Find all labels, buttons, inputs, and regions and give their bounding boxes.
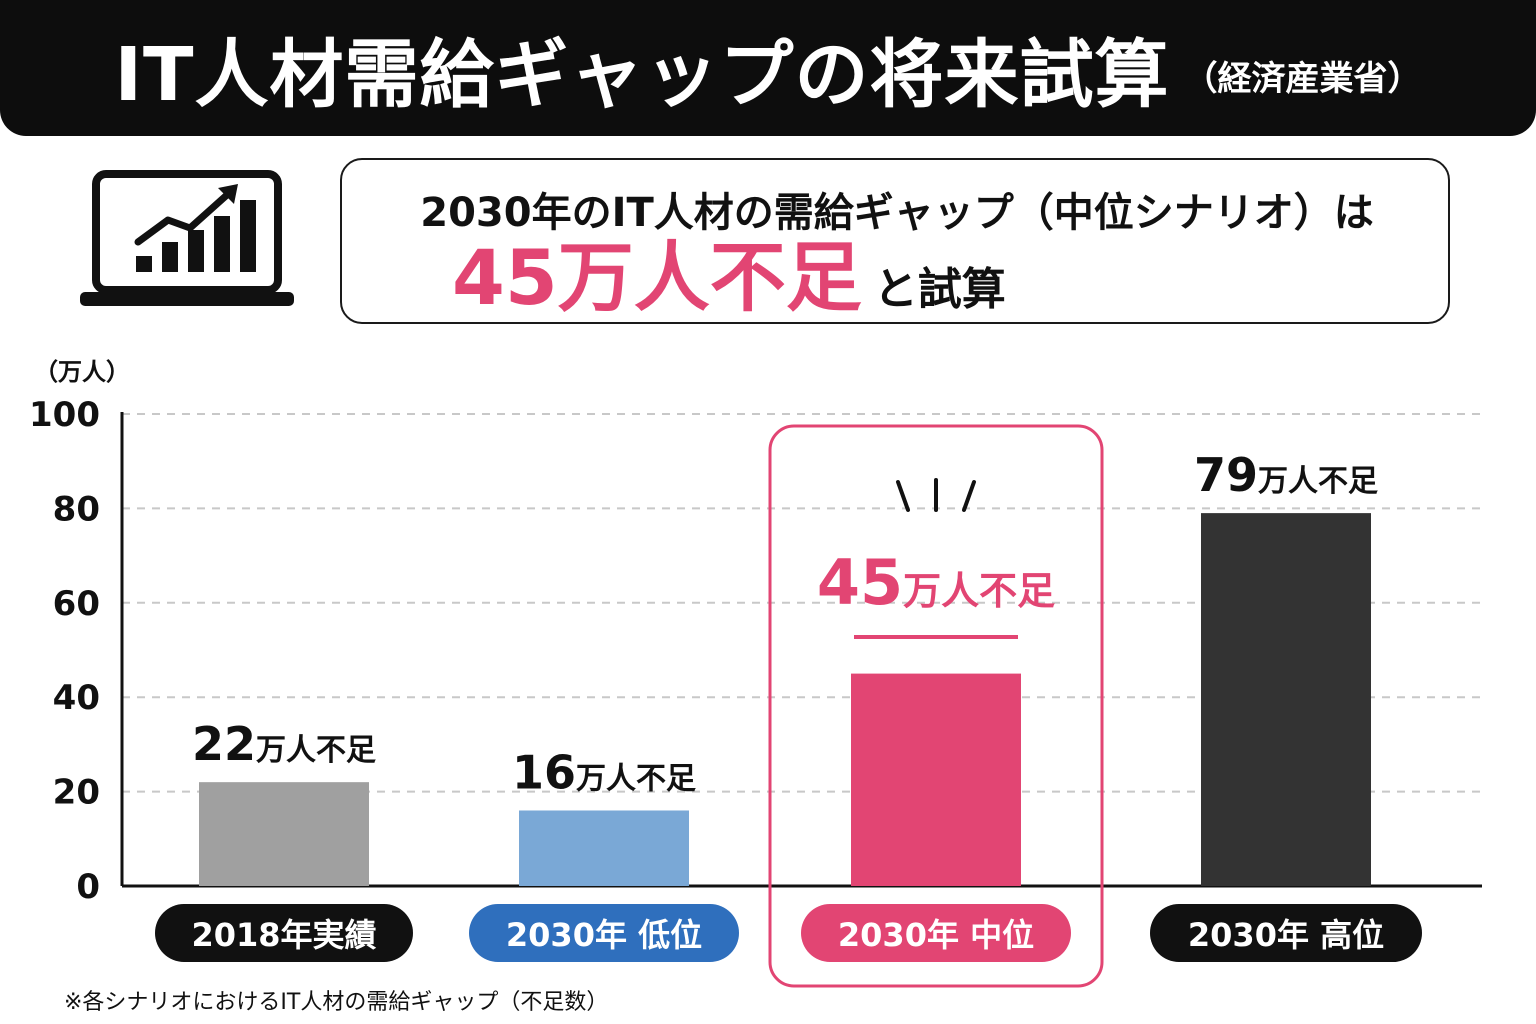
value-label: 45万人不足 xyxy=(817,546,1055,619)
laptop-chart-icon xyxy=(80,170,294,306)
highlight-frame xyxy=(768,424,1104,988)
y-tick-label: 60 xyxy=(53,584,100,624)
category-label: 2030年 低位 xyxy=(469,904,739,962)
y-tick-label: 20 xyxy=(53,773,100,813)
title-bar: IT人材需給ギャップの将来試算 （経済産業省） xyxy=(0,0,1536,136)
category-label: 2030年 中位 xyxy=(801,904,1071,962)
bar-2018年実績 xyxy=(199,782,369,886)
category-label: 2030年 高位 xyxy=(1150,904,1422,962)
page-title: IT人材需給ギャップの将来試算 xyxy=(114,31,1170,118)
y-tick-label: 0 xyxy=(76,867,100,907)
value-label: 79万人不足 xyxy=(1194,448,1378,502)
y-tick-label: 100 xyxy=(29,395,100,435)
summary-callout: 2030年のIT人材の需給ギャップ（中位シナリオ）は 45万人不足 と試算 xyxy=(340,158,1450,324)
value-label: 22万人不足 xyxy=(192,717,376,771)
bar-2030年 低位 xyxy=(519,810,689,886)
emphasis-mark xyxy=(962,480,976,512)
footnote: ※各シナリオにおけるIT人材の需給ギャップ（不足数） xyxy=(64,990,609,1015)
source-label: （経済産業省） xyxy=(1183,58,1422,99)
callout-highlight: 45万人不足 xyxy=(452,233,862,322)
y-tick-label: 40 xyxy=(53,678,100,718)
callout-tail: と試算 xyxy=(873,264,1006,315)
callout-line2: 45万人不足 と試算 xyxy=(452,240,1006,317)
y-axis-unit: （万人） xyxy=(34,358,130,386)
bar-2030年 高位 xyxy=(1201,513,1371,886)
category-label: 2018年実績 xyxy=(155,904,413,962)
callout-line1: 2030年のIT人材の需給ギャップ（中位シナリオ）は xyxy=(420,190,1374,236)
emphasis-mark xyxy=(896,480,910,512)
value-label: 16万人不足 xyxy=(512,745,696,799)
bar-2030年 中位 xyxy=(851,673,1021,886)
y-tick-label: 80 xyxy=(53,489,100,529)
